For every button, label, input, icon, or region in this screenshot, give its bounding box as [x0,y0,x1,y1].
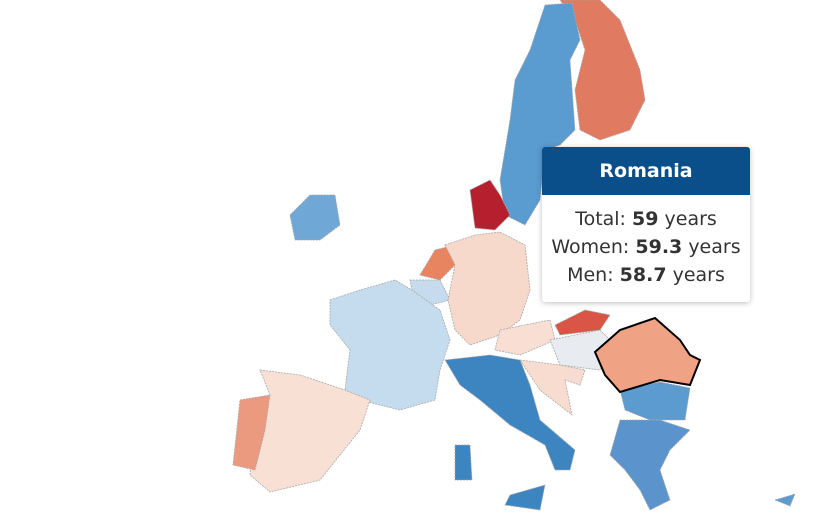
tooltip-rows: Total: 59 years Women: 59.3 years Men: 58.… [542,195,750,289]
country-sweden[interactable] [499,2,581,226]
tooltip-row: Total: 59 years [542,205,750,233]
row-label: Women: [551,236,630,258]
row-unit: years [672,264,725,286]
country-denmark[interactable] [469,179,511,231]
country-romania[interactable] [593,316,702,394]
row-label: Men: [567,264,614,286]
country-austria[interactable] [494,319,556,356]
country-belgium[interactable] [409,279,451,306]
tooltip: Romania Total: 59 years Women: 59.3 years… [542,147,750,302]
row-value: 59.3 [635,236,683,258]
tooltip-row: Men: 58.7 years [542,261,750,289]
country-germany[interactable] [444,231,531,346]
country-sardinia[interactable] [454,444,473,481]
row-unit: years [688,236,741,258]
country-slovakia[interactable] [554,309,611,336]
row-label: Total: [575,208,626,230]
tooltip-title: Romania [542,147,750,195]
country-sicily[interactable] [504,484,546,511]
country-croatia[interactable] [519,359,586,416]
country-finland[interactable] [559,0,646,141]
country-netherlands[interactable] [419,244,456,281]
country-cyprus[interactable] [773,493,796,507]
row-value: 58.7 [619,264,667,286]
country-greece[interactable] [609,419,691,511]
country-portugal[interactable] [232,394,271,471]
country-bulgaria[interactable] [619,381,691,421]
row-value: 59 [632,208,659,230]
country-ireland[interactable] [289,194,341,241]
tooltip-row: Women: 59.3 years [542,233,750,261]
country-france[interactable] [329,279,451,411]
row-unit: years [664,208,717,230]
